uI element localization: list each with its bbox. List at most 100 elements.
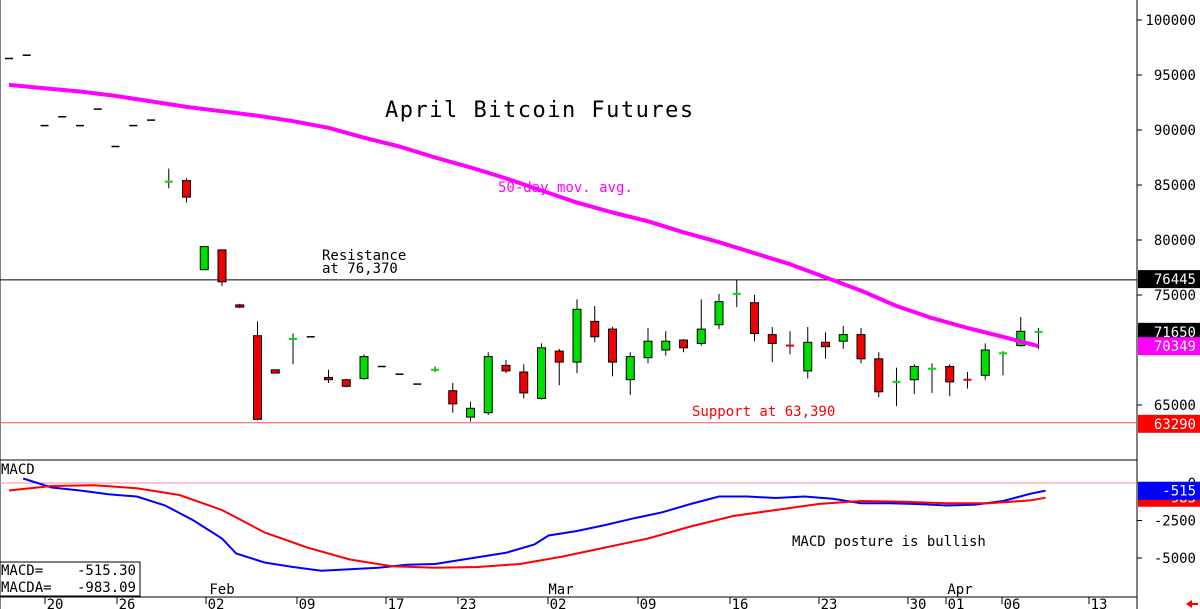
candle-body bbox=[856, 334, 866, 360]
price-tick-label: 90000 bbox=[1154, 123, 1196, 139]
candle bbox=[803, 326, 813, 379]
candle bbox=[963, 372, 972, 389]
candle bbox=[945, 364, 955, 397]
month-label: Apr bbox=[947, 582, 972, 598]
candle bbox=[341, 379, 351, 388]
candle-body bbox=[874, 358, 884, 393]
date-tick-label: 09 bbox=[640, 597, 657, 609]
price-tick-label: 95000 bbox=[1154, 68, 1196, 84]
price-tick-label: 80000 bbox=[1154, 233, 1196, 249]
candle-body bbox=[696, 328, 706, 344]
candle-body bbox=[608, 328, 617, 363]
month-label: Mar bbox=[548, 582, 573, 598]
candle bbox=[431, 366, 439, 372]
candle bbox=[289, 333, 297, 365]
price-tag-label: 70349 bbox=[1154, 339, 1196, 355]
price-tag-bg bbox=[1138, 322, 1200, 341]
macda-readout-value: -983.09 bbox=[77, 580, 136, 596]
candle-body bbox=[483, 356, 493, 414]
scroll-arrow-icon[interactable] bbox=[1186, 600, 1198, 608]
macd-tick-label: -2500 bbox=[1154, 514, 1196, 530]
candle bbox=[999, 351, 1007, 376]
candle-body bbox=[519, 371, 529, 394]
candle bbox=[199, 246, 209, 271]
candle bbox=[750, 295, 759, 342]
candle bbox=[519, 364, 529, 399]
macd-price-tag-label: -515 bbox=[1162, 484, 1196, 500]
candle bbox=[856, 328, 866, 364]
macda-line bbox=[8, 484, 1046, 569]
date-tick-label: 16 bbox=[732, 597, 749, 609]
macd-readout-box bbox=[0, 561, 141, 597]
candle bbox=[483, 352, 493, 415]
candle-body bbox=[448, 390, 458, 405]
date-tick-label: 30 bbox=[910, 597, 927, 609]
candle-body bbox=[217, 249, 227, 283]
candle bbox=[838, 325, 848, 349]
candle bbox=[501, 359, 511, 374]
candle-body bbox=[359, 356, 369, 380]
macda-readout-label: MACDA= bbox=[1, 580, 52, 596]
price-tick-label: 100000 bbox=[1145, 13, 1196, 29]
candle bbox=[359, 354, 369, 380]
month-label: Feb bbox=[209, 582, 234, 598]
chart-title: April Bitcoin Futures bbox=[385, 98, 695, 123]
candle bbox=[696, 299, 706, 346]
candle bbox=[590, 306, 600, 343]
candle bbox=[217, 249, 227, 287]
candle-body bbox=[270, 369, 280, 374]
date-tick-label: 09 bbox=[299, 597, 316, 609]
candle-body bbox=[909, 366, 919, 381]
candle-body bbox=[501, 364, 511, 372]
price-tag-label: 76445 bbox=[1154, 272, 1196, 288]
date-tick-label: 26 bbox=[119, 597, 136, 609]
candle-body bbox=[235, 304, 245, 308]
candle-body bbox=[590, 320, 600, 338]
candle-body bbox=[679, 339, 688, 349]
candle bbox=[253, 321, 262, 421]
date-tick-label: 13 bbox=[1091, 597, 1108, 609]
resistance-value-label: at 76,370 bbox=[322, 261, 398, 277]
candle bbox=[661, 331, 671, 356]
candle bbox=[980, 343, 990, 380]
candle bbox=[537, 343, 546, 400]
candle bbox=[892, 367, 901, 407]
candle-body bbox=[341, 379, 351, 387]
moving-average-line bbox=[8, 82, 1040, 349]
candle-body bbox=[661, 340, 671, 351]
candle-body bbox=[537, 347, 546, 399]
candle bbox=[182, 178, 191, 203]
candle bbox=[235, 303, 245, 309]
candle-body bbox=[625, 356, 635, 381]
support-label: Support at 63,390 bbox=[692, 404, 835, 420]
price-tag-bg bbox=[1138, 270, 1200, 289]
candle-body bbox=[980, 349, 990, 376]
date-tick-label: 17 bbox=[388, 597, 405, 609]
candle-body bbox=[750, 302, 759, 335]
candle-body bbox=[253, 335, 262, 420]
price-tick-label: 65000 bbox=[1154, 398, 1196, 414]
date-tick-label: 01 bbox=[948, 597, 965, 609]
price-tick-label: 75000 bbox=[1154, 288, 1196, 304]
date-tick-label: 02 bbox=[208, 597, 225, 609]
candle-body bbox=[466, 407, 475, 418]
macd-tick-label: -5000 bbox=[1154, 551, 1196, 567]
candle bbox=[625, 352, 635, 396]
date-tick-label: 06 bbox=[1004, 597, 1021, 609]
candle bbox=[466, 401, 475, 422]
price-tag-bg bbox=[1138, 337, 1200, 356]
candle-body bbox=[643, 340, 653, 359]
candle bbox=[679, 339, 688, 353]
candle-body bbox=[945, 366, 955, 383]
candle-body bbox=[324, 377, 333, 381]
candle bbox=[324, 369, 333, 383]
date-tick-label: 23 bbox=[821, 597, 838, 609]
candle bbox=[448, 383, 458, 413]
candle bbox=[554, 348, 564, 386]
price-tick-label: 85000 bbox=[1154, 178, 1196, 194]
macd-readout-value: -515.30 bbox=[77, 563, 136, 579]
candle bbox=[572, 299, 582, 374]
date-tick-label: 02 bbox=[550, 597, 567, 609]
resistance-label: Resistance bbox=[322, 248, 406, 264]
